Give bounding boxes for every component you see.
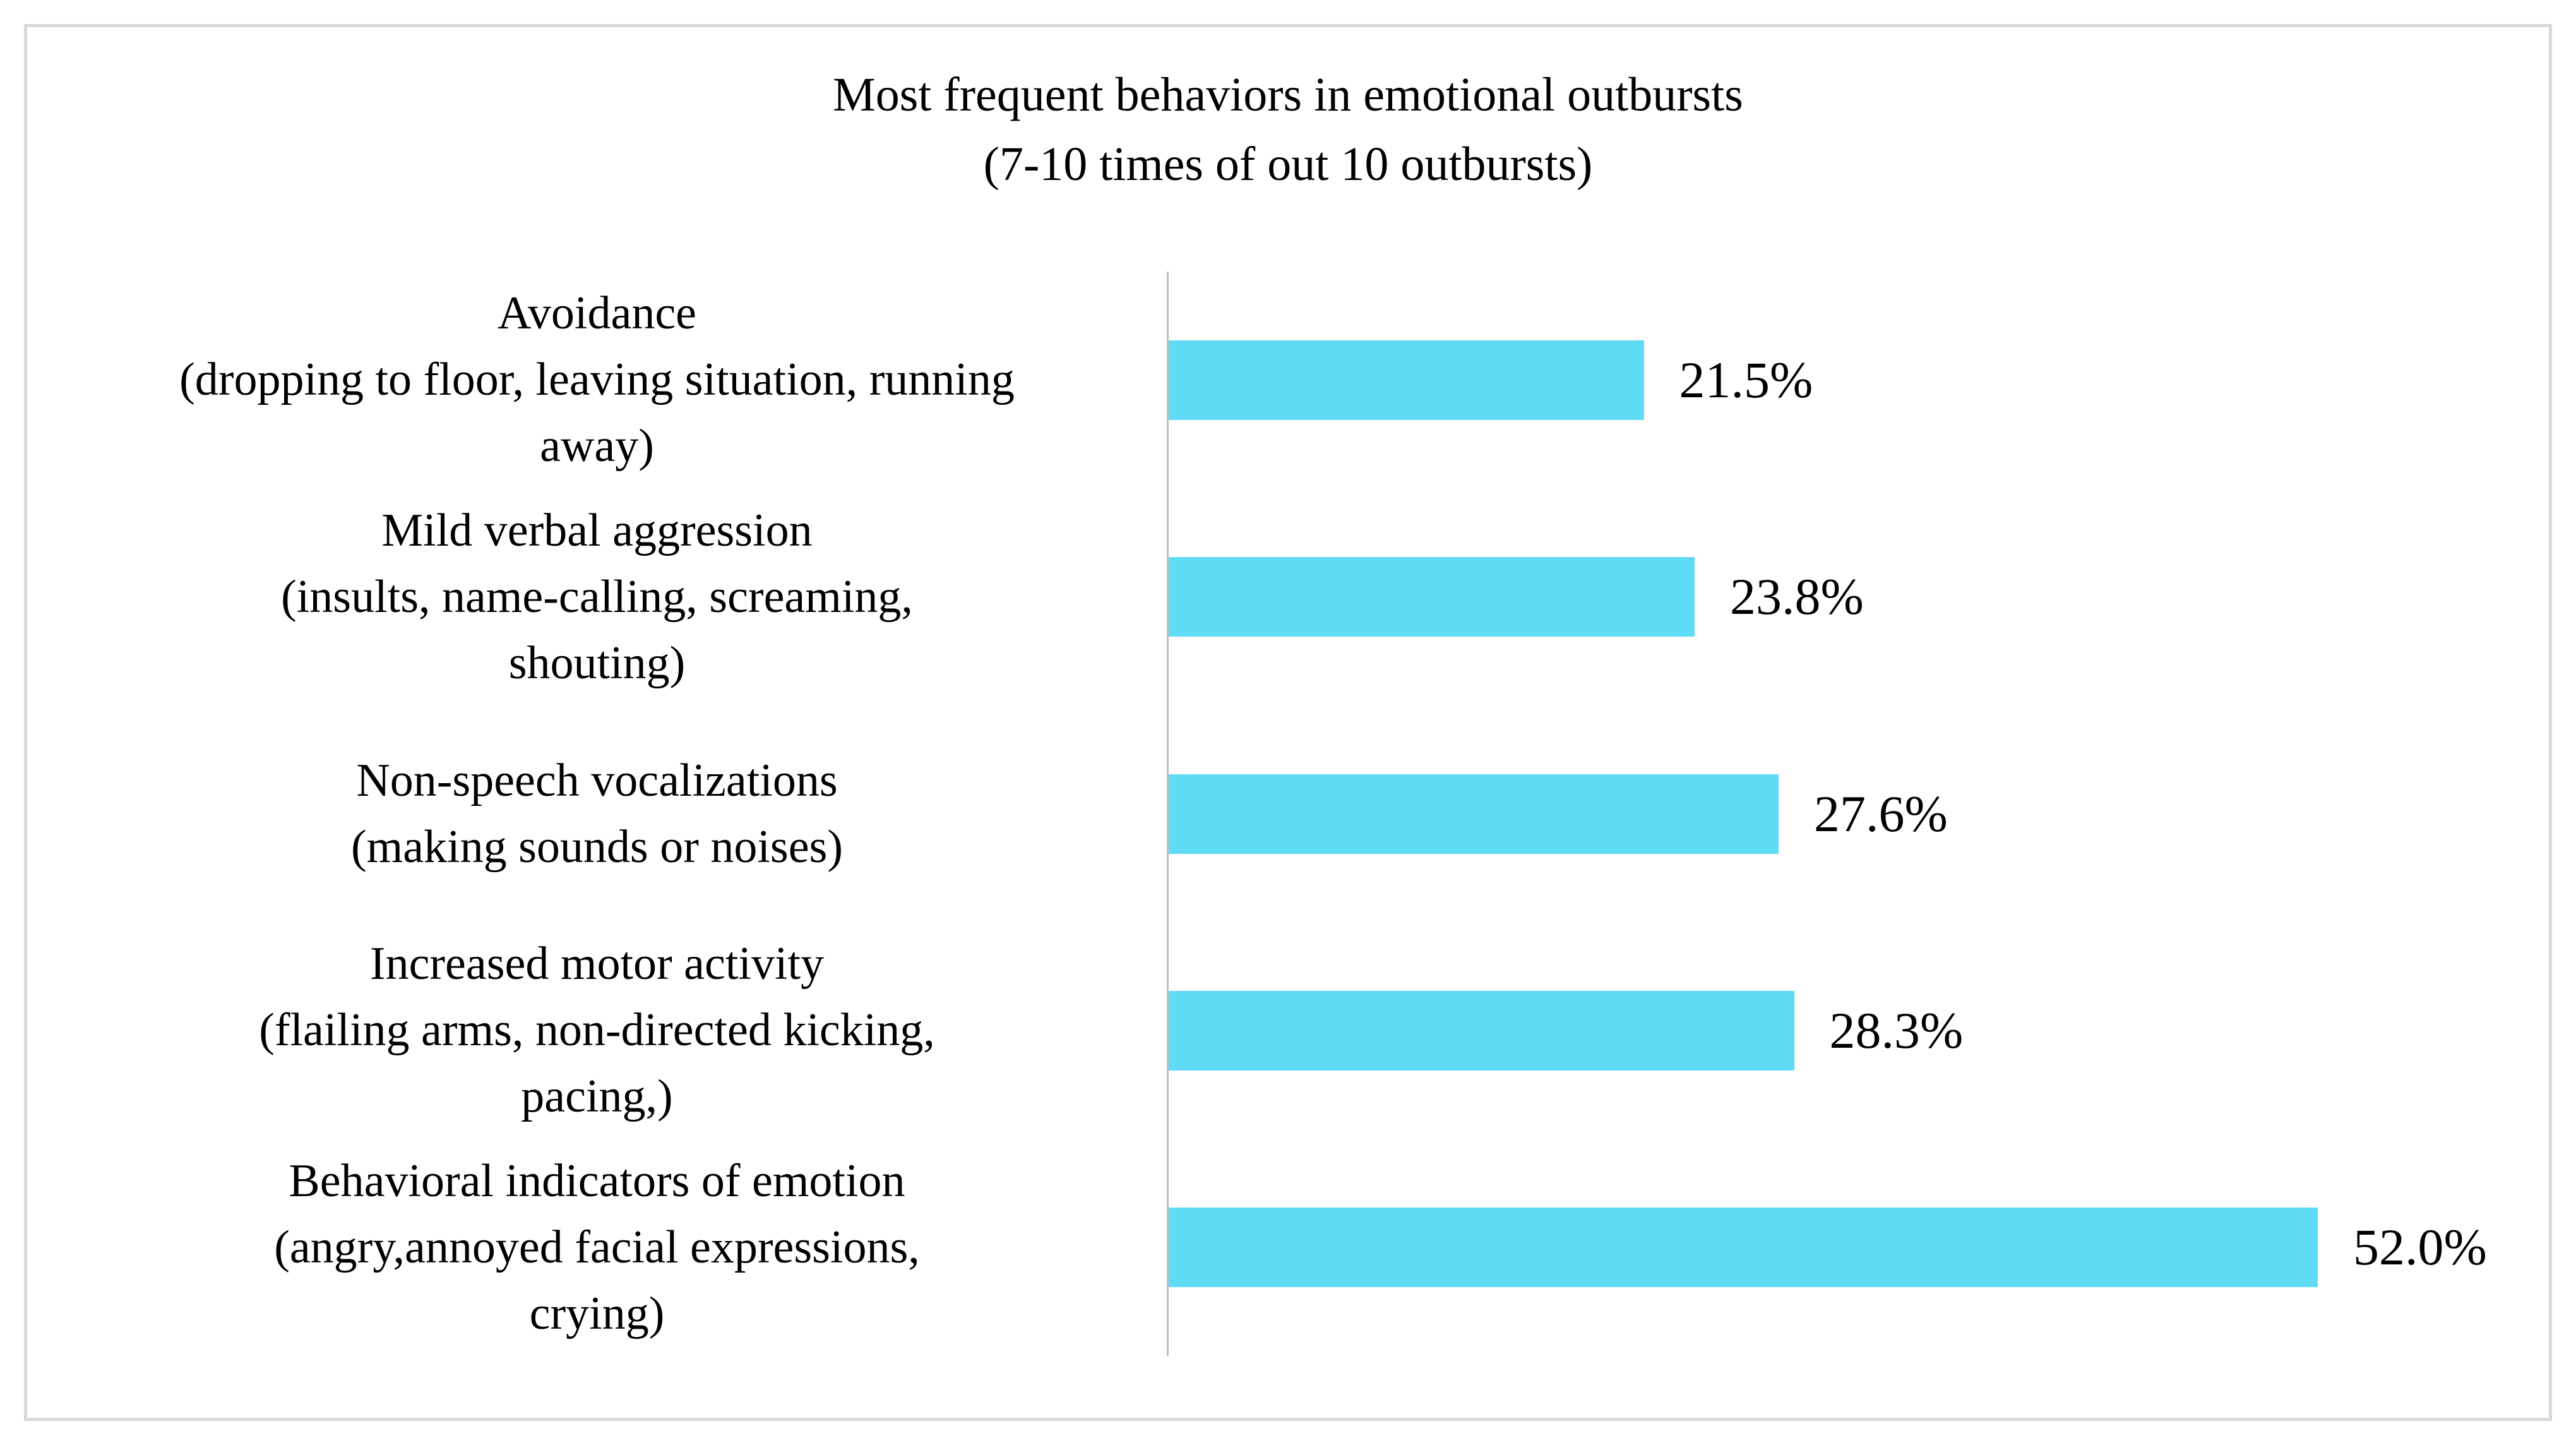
- category-detail-line: (dropping to floor, leaving situation, r…: [179, 354, 1015, 406]
- plot-area: Avoidance (dropping to floor, leaving sit…: [27, 272, 2549, 1356]
- chart-frame: [24, 24, 2552, 1421]
- value-label: 28.3%: [1829, 1001, 1964, 1059]
- bar-row: Increased motor activity (flailing arms, …: [27, 922, 2549, 1139]
- bar-row: Mild verbal aggression (insults, name-cal…: [27, 488, 2549, 705]
- category-label: Non-speech vocalizations (making sounds o…: [27, 705, 1167, 922]
- category-axis-line: [1167, 272, 1169, 1356]
- category-detail-line: (making sounds or noises): [351, 820, 843, 873]
- category-name: Increased motor activity: [369, 938, 825, 990]
- category-label: Mild verbal aggression (insults, name-cal…: [27, 488, 1167, 705]
- category-label: Behavioral indicators of emotion (angry,a…: [27, 1139, 1167, 1356]
- category-detail-line: (insults, name-calling, screaming,: [281, 570, 913, 623]
- bar-cell: 28.3%: [1169, 922, 2495, 1139]
- bar-cell: 21.5%: [1169, 272, 2495, 488]
- category-detail-line: crying): [529, 1287, 665, 1340]
- chart-subtitle: (7-10 times of out 10 outbursts): [983, 138, 1593, 191]
- bar-row: Behavioral indicators of emotion (angry,a…: [27, 1139, 2549, 1356]
- bar-row: Non-speech vocalizations (making sounds o…: [27, 705, 2549, 922]
- value-label: 21.5%: [1679, 351, 1813, 409]
- category-name: Non-speech vocalizations: [356, 754, 838, 806]
- value-label: 27.6%: [1814, 784, 1948, 842]
- chart-title-block: Most frequent behaviors in emotional out…: [0, 60, 2576, 199]
- bar: [1169, 557, 1695, 637]
- bar: [1169, 1208, 2318, 1288]
- chart-title: Most frequent behaviors in emotional out…: [833, 68, 1743, 121]
- category-name: Avoidance: [497, 287, 697, 340]
- bar-row: Avoidance (dropping to floor, leaving sit…: [27, 272, 2549, 488]
- category-detail-line: (angry,annoyed facial expressions,: [274, 1221, 920, 1273]
- bar: [1169, 990, 1794, 1070]
- category-name: Behavioral indicators of emotion: [289, 1154, 905, 1207]
- category-label: Increased motor activity (flailing arms, …: [27, 922, 1167, 1139]
- category-detail-line: (flailing arms, non-directed kicking,: [259, 1004, 935, 1057]
- category-detail-line: pacing,): [521, 1070, 673, 1123]
- category-detail-line: away): [540, 420, 654, 472]
- bar: [1169, 774, 1779, 854]
- category-label: Avoidance (dropping to floor, leaving sit…: [27, 272, 1167, 488]
- category-name: Mild verbal aggression: [381, 504, 813, 556]
- category-detail-line: shouting): [508, 637, 686, 689]
- bar-cell: 27.6%: [1169, 705, 2495, 922]
- bar-cell: 23.8%: [1169, 488, 2495, 705]
- value-label: 23.8%: [1730, 568, 1864, 626]
- bar-cell: 52.0%: [1169, 1139, 2495, 1356]
- value-label: 52.0%: [2353, 1218, 2487, 1276]
- bar: [1169, 340, 1644, 420]
